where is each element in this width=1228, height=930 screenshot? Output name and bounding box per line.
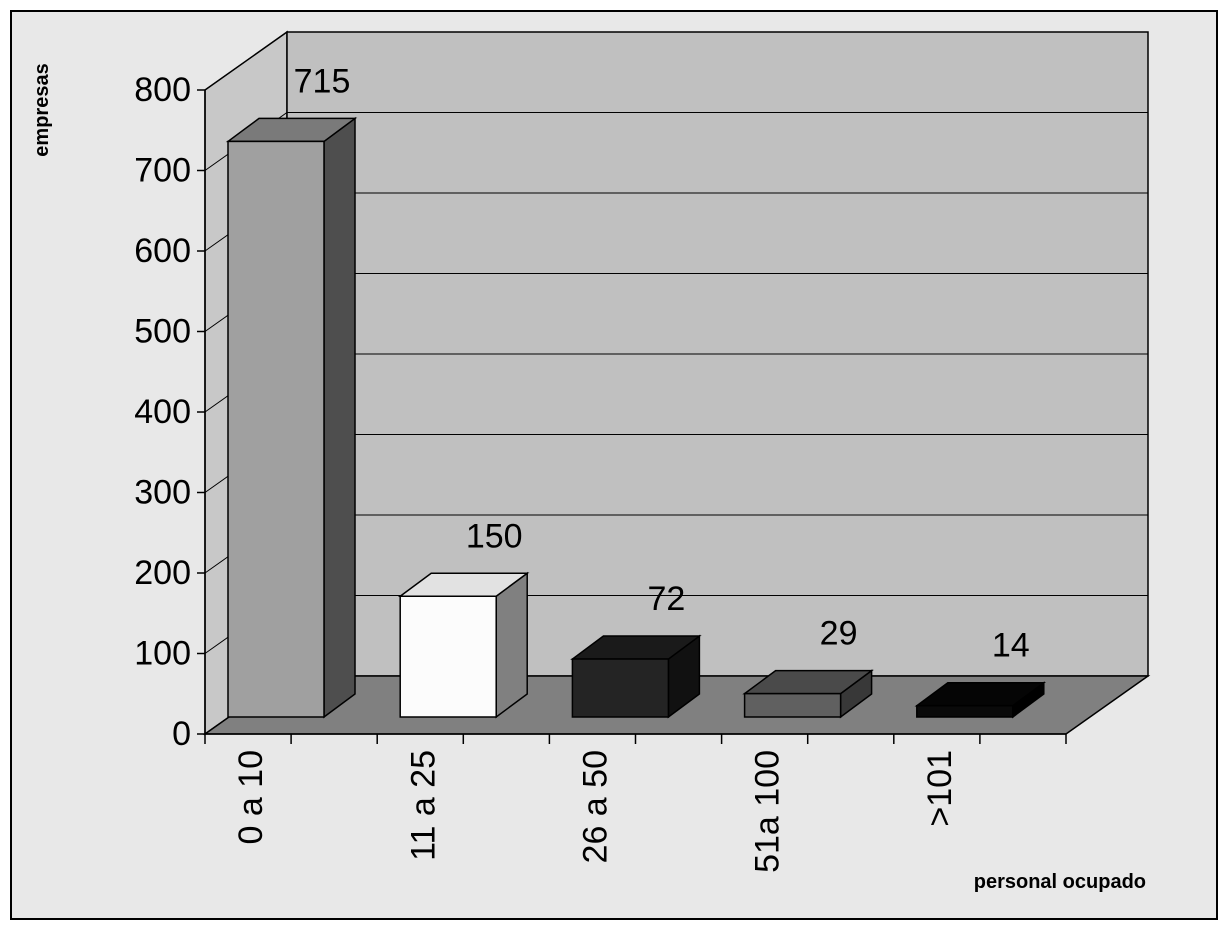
bar-front <box>571 658 670 718</box>
y-tick-label: 0 <box>172 715 191 753</box>
bar: 14 <box>914 627 1047 719</box>
x-tick-label: 26 a 50 <box>576 750 614 863</box>
bar-value-label: 715 <box>294 62 351 100</box>
y-tick-label: 300 <box>134 474 191 512</box>
y-tick-label: 600 <box>134 232 191 270</box>
bar-value-label: 29 <box>820 615 858 653</box>
bar-front <box>227 140 325 718</box>
y-tick-label: 200 <box>134 554 191 592</box>
y-axis-ticks: 0 100 200 300 400 500 600 700 800 <box>134 71 205 753</box>
bar-side <box>495 571 528 719</box>
bar: 715 <box>225 62 358 719</box>
y-tick-label: 400 <box>134 393 191 431</box>
bar-side <box>323 116 356 719</box>
x-tick-label: >101 <box>921 750 959 827</box>
bar-front <box>743 692 842 718</box>
gridline <box>204 31 1148 91</box>
bar-value-label: 150 <box>466 517 523 555</box>
y-tick-label: 700 <box>134 152 191 190</box>
bar: 29 <box>742 615 874 719</box>
bar-front <box>399 595 497 718</box>
bars: 715 150 72 29 14 <box>225 62 1047 719</box>
bar-value-label: 72 <box>647 580 685 618</box>
x-axis-ticks: 0 a 10 11 a 25 26 a 50 51a 100 >101 <box>204 734 1067 873</box>
bar: 72 <box>570 580 702 719</box>
y-tick-label: 500 <box>134 313 191 351</box>
x-tick-label: 0 a 10 <box>232 750 270 845</box>
y-tick-label: 800 <box>134 71 191 109</box>
y-tick-label: 100 <box>134 635 191 673</box>
x-tick-label: 11 a 25 <box>404 750 442 861</box>
x-axis-title: personal ocupado <box>974 871 1146 893</box>
y-axis-title: empresas <box>31 63 53 156</box>
bar-front <box>916 704 1014 718</box>
bar-value-label: 14 <box>992 627 1030 665</box>
bar: 150 <box>397 517 530 719</box>
x-tick-label: 51a 100 <box>749 750 787 873</box>
